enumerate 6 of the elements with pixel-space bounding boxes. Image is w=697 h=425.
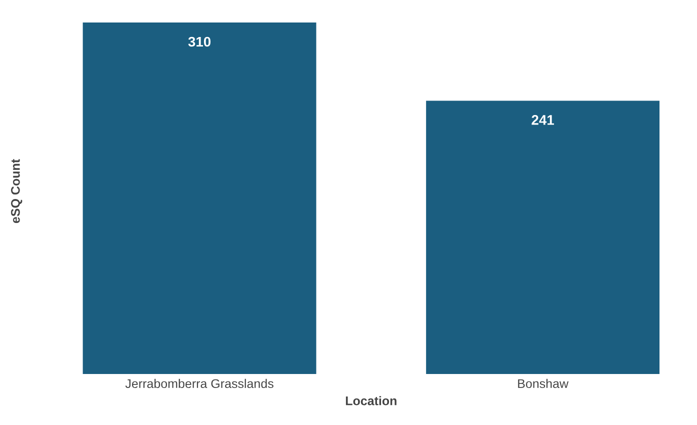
x-tick-label: Bonshaw [518,378,569,388]
x-tick-label: Jerrabomberra Grasslands [125,378,274,388]
y-axis-title: eSQ Count [11,159,22,224]
data-label: 241 [532,115,554,125]
x-axis-title: Location [346,396,396,406]
data-label: 310 [188,36,211,47]
